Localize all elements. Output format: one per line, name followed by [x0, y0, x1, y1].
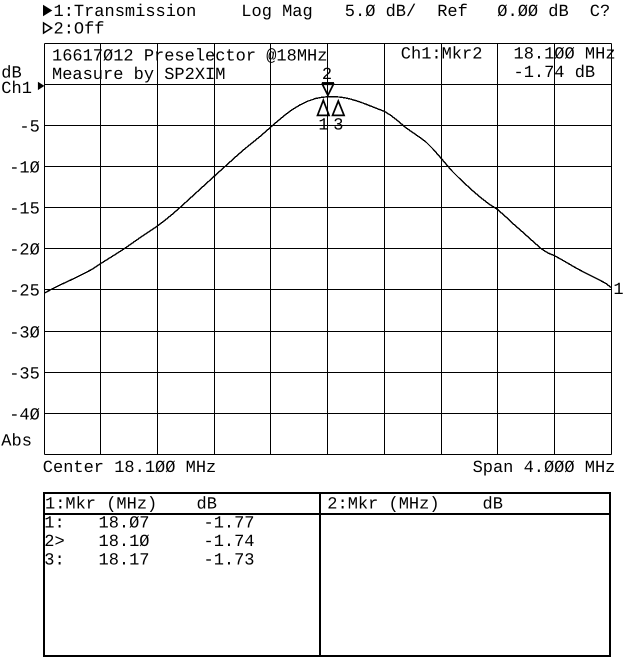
svg-text:1: 1 [318, 117, 328, 136]
svg-text:Ø.ØØ dB: Ø.ØØ dB [497, 3, 568, 22]
svg-text:Center 18.1ØØ MHz: Center 18.1ØØ MHz [43, 459, 216, 478]
svg-text:18.17: 18.17 [99, 552, 150, 571]
svg-text:Ch1: Ch1 [1, 80, 32, 99]
svg-text:2>: 2> [44, 533, 64, 552]
svg-text:-25: -25 [9, 283, 40, 302]
svg-text:5.Ø dB/: 5.Ø dB/ [345, 3, 416, 22]
svg-text:16617Ø12 Preselector @18MHz: 16617Ø12 Preselector @18MHz [52, 48, 327, 67]
svg-text:-4Ø: -4Ø [9, 407, 40, 426]
svg-text:Abs: Abs [1, 432, 32, 451]
svg-text:2: 2 [322, 66, 332, 85]
svg-text:-5: -5 [19, 119, 39, 138]
svg-text:1:Mkr (MHz): 1:Mkr (MHz) [45, 496, 157, 515]
svg-text:-35: -35 [9, 366, 40, 385]
svg-text:Ref: Ref [437, 3, 468, 22]
svg-text:-15: -15 [9, 201, 40, 220]
svg-text:1: 1 [613, 281, 623, 300]
svg-text:-1Ø: -1Ø [9, 160, 40, 179]
svg-text:18.1ØØ MHz: 18.1ØØ MHz [514, 46, 616, 65]
svg-text:3: 3 [333, 117, 343, 136]
svg-text:-1.73: -1.73 [204, 552, 255, 571]
svg-text:Ch1:Mkr2: Ch1:Mkr2 [401, 46, 483, 65]
svg-text:-3Ø: -3Ø [9, 325, 40, 344]
svg-text:18.1Ø: 18.1Ø [99, 533, 150, 552]
svg-text:3:: 3: [44, 552, 64, 571]
svg-text:-1.74: -1.74 [204, 533, 255, 552]
svg-text:18.Ø7: 18.Ø7 [99, 515, 150, 534]
svg-text:2:Off: 2:Off [54, 21, 105, 40]
svg-text:C?: C? [590, 3, 610, 22]
svg-text:Measure by SP2XIM: Measure by SP2XIM [52, 66, 225, 85]
svg-text:1:: 1: [44, 515, 64, 534]
svg-text:-2Ø: -2Ø [9, 242, 40, 261]
svg-text:Log Mag: Log Mag [241, 3, 312, 22]
svg-text:1:Transmission: 1:Transmission [54, 3, 197, 22]
svg-text:-1.77: -1.77 [204, 515, 255, 534]
svg-text:-1.74 dB: -1.74 dB [514, 64, 596, 83]
svg-text:dB: dB [1, 64, 21, 83]
svg-text:dB: dB [483, 496, 503, 515]
svg-text:2:Mkr (MHz): 2:Mkr (MHz) [327, 496, 439, 515]
svg-text:Span 4.ØØØ MHz: Span 4.ØØØ MHz [473, 459, 616, 478]
svg-text:dB: dB [197, 496, 217, 515]
